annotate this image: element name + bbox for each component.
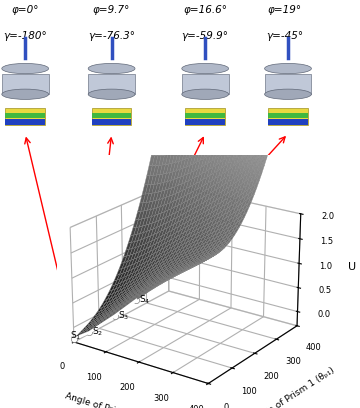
Ellipse shape bbox=[265, 63, 311, 74]
Polygon shape bbox=[182, 74, 229, 94]
Text: φ=9.7°: φ=9.7° bbox=[93, 5, 130, 15]
Bar bbox=[92, 119, 131, 125]
Text: φ=0°: φ=0° bbox=[12, 5, 39, 15]
Bar bbox=[268, 113, 308, 118]
Text: γ=-76.3°: γ=-76.3° bbox=[88, 31, 135, 41]
Text: γ=-180°: γ=-180° bbox=[3, 31, 47, 41]
FancyBboxPatch shape bbox=[5, 108, 45, 125]
Ellipse shape bbox=[88, 63, 135, 74]
Polygon shape bbox=[2, 74, 49, 94]
Ellipse shape bbox=[2, 89, 49, 100]
Bar bbox=[268, 119, 308, 125]
Ellipse shape bbox=[182, 63, 229, 74]
Bar bbox=[5, 119, 45, 125]
Text: γ=-59.9°: γ=-59.9° bbox=[182, 31, 229, 41]
Bar bbox=[185, 113, 225, 118]
Y-axis label: Angle of Prism 1 (θₚ₁): Angle of Prism 1 (θₚ₁) bbox=[249, 365, 336, 408]
FancyBboxPatch shape bbox=[268, 108, 308, 125]
FancyBboxPatch shape bbox=[185, 108, 225, 125]
Text: φ=19°: φ=19° bbox=[267, 5, 301, 15]
Text: φ=16.6°: φ=16.6° bbox=[183, 5, 227, 15]
Polygon shape bbox=[88, 74, 135, 94]
Ellipse shape bbox=[265, 89, 311, 100]
Bar bbox=[185, 119, 225, 125]
Text: γ=-45°: γ=-45° bbox=[266, 31, 303, 41]
X-axis label: Angle of Prism 2 (θₚ₂): Angle of Prism 2 (θₚ₂) bbox=[64, 392, 159, 408]
Ellipse shape bbox=[88, 89, 135, 100]
Bar bbox=[92, 113, 131, 118]
Polygon shape bbox=[265, 74, 311, 94]
Ellipse shape bbox=[2, 63, 49, 74]
FancyBboxPatch shape bbox=[92, 108, 131, 125]
Bar bbox=[5, 113, 45, 118]
Ellipse shape bbox=[182, 89, 229, 100]
